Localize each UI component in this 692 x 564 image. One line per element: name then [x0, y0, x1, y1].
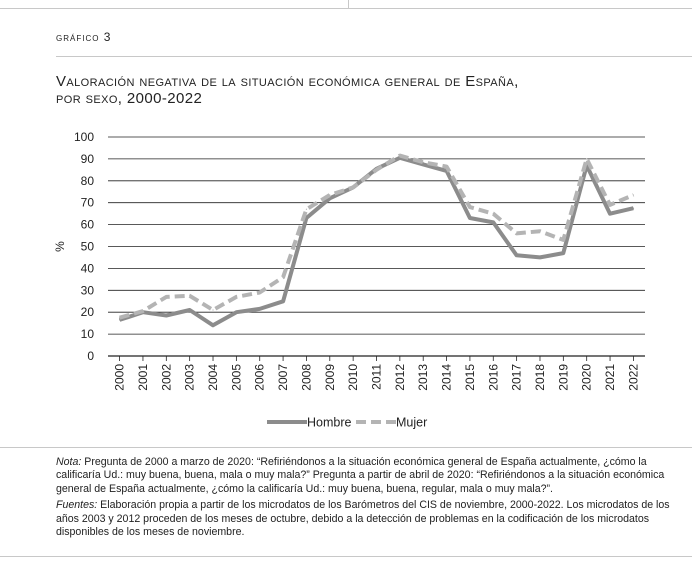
- nota-text: Pregunta de 2000 a marzo de 2020: “Refir…: [56, 456, 665, 495]
- x-tick-label: 2006: [253, 364, 267, 391]
- series-line-mujer: [119, 153, 635, 320]
- fuentes-paragraph: Fuentes: Elaboración propia a partir de …: [56, 499, 686, 539]
- x-tick-label: 2015: [463, 364, 477, 391]
- y-tick-label: 40: [81, 261, 95, 275]
- figure-label: Gráfico 3: [56, 30, 112, 44]
- data-point-mujer: [516, 232, 518, 234]
- x-tick-label: 2005: [229, 364, 243, 391]
- top-divider-tick: [348, 0, 349, 8]
- data-point-mujer: [282, 276, 284, 278]
- data-point-mujer: [632, 194, 635, 196]
- chart-title: Valoración negativa de la situación econ…: [56, 73, 676, 107]
- data-point-mujer: [259, 291, 261, 294]
- data-point-hombre: [492, 221, 494, 224]
- data-point-mujer: [235, 296, 237, 298]
- y-tick-label: 90: [81, 152, 95, 166]
- x-tick-label: 2008: [299, 364, 313, 391]
- chart-title-line2: por sexo, 2000-2022: [56, 90, 203, 107]
- data-point-mujer: [469, 206, 471, 208]
- data-point-hombre: [119, 319, 121, 321]
- notes-top-rule: [0, 447, 692, 448]
- data-point-hombre: [189, 309, 191, 311]
- y-tick-label: 0: [87, 349, 94, 363]
- y-tick-label: 30: [81, 283, 95, 297]
- x-tick-label: 2019: [556, 364, 570, 391]
- y-axis-label: %: [53, 241, 67, 252]
- x-tick-label: 2007: [276, 364, 290, 391]
- x-tick-label: 2017: [510, 364, 524, 391]
- nota-paragraph: Nota: Pregunta de 2000 a marzo de 2020: …: [56, 456, 686, 496]
- x-tick-label: 2018: [533, 364, 547, 391]
- y-tick-label: 60: [81, 218, 95, 232]
- data-point-mujer: [586, 158, 588, 160]
- data-point-hombre: [212, 324, 214, 326]
- x-tick-label: 2014: [440, 364, 454, 391]
- x-tick-label: 2002: [159, 364, 173, 391]
- chart-title-line1: Valoración negativa de la situación econ…: [56, 73, 519, 90]
- x-tick-label: 2003: [183, 364, 197, 391]
- y-tick-label: 80: [81, 174, 95, 188]
- data-point-hombre: [609, 213, 611, 215]
- x-tick-label: 2012: [393, 364, 407, 391]
- data-point-hombre: [632, 207, 635, 209]
- data-point-mujer: [492, 213, 494, 215]
- y-tick-label: 100: [74, 130, 94, 144]
- data-point-mujer: [329, 194, 331, 196]
- x-tick-label: 2009: [323, 364, 337, 391]
- data-point-mujer: [352, 186, 354, 188]
- top-rule: [0, 8, 692, 9]
- x-tick-label: 2004: [206, 364, 220, 391]
- data-point-hombre: [516, 254, 518, 256]
- line-chart: 0 10 20 30 40 50 60 70 80 90 100% 2000 2001 2002 2003 2…: [53, 130, 645, 430]
- data-point-hombre: [282, 300, 284, 302]
- data-point-mujer: [609, 204, 611, 206]
- x-tick-label: 2000: [113, 364, 127, 391]
- data-point-hombre: [422, 163, 424, 165]
- data-point-hombre: [539, 256, 541, 259]
- x-tick-label: 2016: [486, 364, 500, 391]
- data-point-hombre: [165, 314, 167, 317]
- x-tick-label: 2020: [580, 364, 594, 391]
- legend-label-mujer: Mujer: [396, 416, 427, 430]
- data-point-hombre: [469, 217, 471, 219]
- chart-notes: Nota: Pregunta de 2000 a marzo de 2020: …: [56, 456, 686, 542]
- y-tick-label: 50: [81, 240, 95, 254]
- nota-label: Nota:: [56, 456, 82, 468]
- data-point-mujer: [422, 161, 424, 163]
- x-tick-label: 2021: [603, 364, 617, 391]
- fuentes-text: Elaboración propia a partir de los micro…: [56, 499, 670, 539]
- x-tick-label: 2011: [370, 364, 384, 390]
- data-point-hombre: [329, 197, 331, 199]
- y-tick-label: 20: [81, 305, 95, 319]
- data-point-mujer: [165, 296, 167, 298]
- data-point-hombre: [562, 252, 564, 254]
- data-point-mujer: [142, 310, 144, 312]
- x-tick-label: 2022: [626, 364, 640, 391]
- data-point-mujer: [562, 239, 564, 241]
- data-point-hombre: [235, 311, 237, 313]
- data-point-mujer: [305, 208, 308, 210]
- x-tick-label: 2001: [136, 364, 150, 391]
- data-point-mujer: [539, 230, 541, 232]
- x-tick-label: 2013: [416, 364, 430, 391]
- fuentes-label: Fuentes:: [56, 499, 98, 512]
- y-tick-label: 10: [81, 327, 95, 341]
- data-point-mujer: [445, 165, 448, 168]
- bottom-rule: [0, 556, 692, 557]
- data-point-mujer: [189, 295, 191, 297]
- label-rule: [56, 56, 692, 57]
- x-tick-label: 2010: [346, 364, 360, 391]
- data-point-hombre: [305, 217, 308, 219]
- data-point-mujer: [375, 169, 378, 171]
- data-point-mujer: [119, 317, 121, 319]
- y-tick-label: 70: [81, 196, 95, 210]
- data-point-hombre: [259, 308, 261, 310]
- legend-label-hombre: Hombre: [307, 416, 352, 430]
- data-point-mujer: [212, 309, 214, 311]
- data-point-mujer: [399, 155, 401, 157]
